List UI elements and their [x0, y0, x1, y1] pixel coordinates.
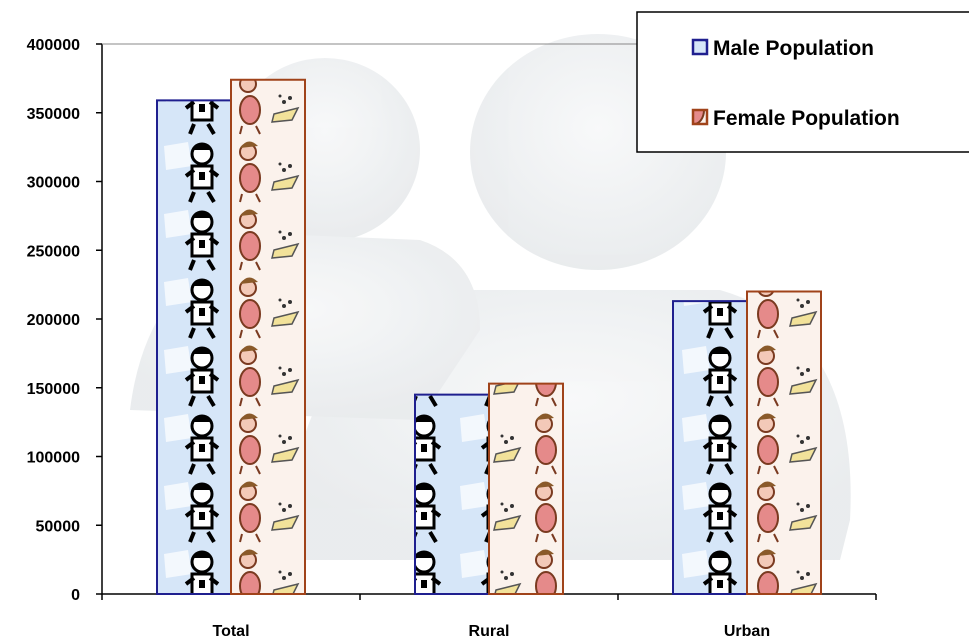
y-tick-label: 300000	[27, 175, 80, 192]
legend-label-female: Female Population	[713, 107, 900, 130]
x-tick-label: Rural	[469, 623, 510, 640]
y-tick-label: 100000	[27, 450, 80, 467]
legend-swatch-male	[691, 38, 709, 56]
x-axis-ticks: Total Rural Urban	[101, 594, 877, 640]
y-tick-label: 0	[71, 587, 80, 604]
y-tick-label: 50000	[36, 518, 81, 535]
x-tick-label: Urban	[724, 623, 770, 640]
bar-female-urban	[746, 290, 822, 595]
y-axis-ticks: 0 50000 100000 150000 200000 250000 300000 3500…	[27, 37, 102, 604]
bar-male-rural	[414, 393, 490, 595]
y-tick-label: 200000	[27, 312, 80, 329]
y-tick-label: 150000	[27, 381, 80, 398]
legend-label-male: Male Population	[713, 37, 874, 60]
bars	[156, 78, 822, 595]
bar-female-rural	[488, 382, 564, 595]
x-tick-label: Total	[212, 623, 249, 640]
bar-female-total	[230, 78, 306, 595]
bar-male-urban	[672, 300, 748, 595]
legend: Male Population Female Population	[636, 11, 969, 153]
legend-swatch-female	[691, 108, 709, 126]
y-tick-label: 250000	[27, 243, 80, 260]
y-tick-label: 400000	[27, 37, 80, 54]
y-tick-label: 350000	[27, 106, 80, 123]
bar-male-total	[156, 99, 232, 595]
